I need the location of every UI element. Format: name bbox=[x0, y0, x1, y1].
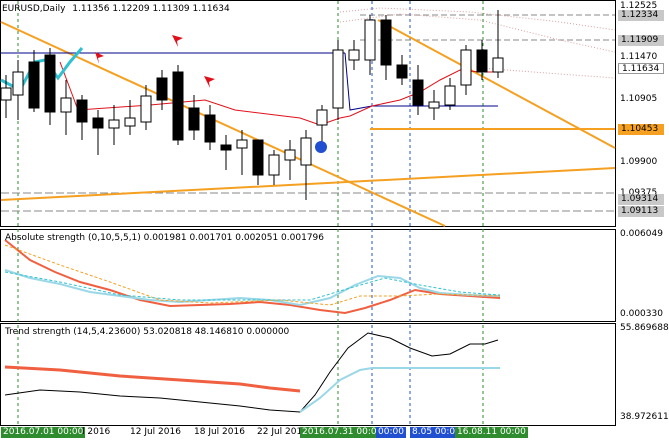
abs-strength-title: Absolute strength (0,10,5,5,1) 0.001981 … bbox=[5, 233, 325, 243]
bull-candle bbox=[460, 49, 472, 86]
level-lines bbox=[1, 14, 615, 212]
bull-candle bbox=[0, 87, 12, 101]
bear-candle bbox=[380, 19, 392, 66]
period-separators bbox=[17, 1, 484, 426]
bear-candle bbox=[252, 139, 264, 176]
arrows bbox=[95, 35, 215, 88]
bear-candle bbox=[172, 71, 184, 141]
sell-arrow-icon bbox=[204, 76, 215, 88]
bear-candle bbox=[156, 77, 168, 101]
bull-candle bbox=[236, 139, 248, 149]
time-axis-label: 12 Jul 2016 bbox=[130, 427, 181, 437]
bull-candle bbox=[124, 117, 136, 127]
sell-arrow-icon bbox=[172, 35, 183, 47]
price-axis-label: 1.09900 bbox=[620, 157, 658, 167]
signal-dot-icon bbox=[315, 141, 327, 153]
bull-candle bbox=[108, 119, 120, 129]
price-tag: 1.12334 bbox=[618, 10, 664, 21]
price-tag: 1.11909 bbox=[618, 35, 664, 46]
bull-candle bbox=[268, 154, 280, 176]
bear-candle bbox=[44, 54, 56, 113]
bull-candle bbox=[364, 19, 376, 61]
abs-pane-border bbox=[0, 229, 616, 322]
bear-candle bbox=[476, 49, 488, 73]
time-axis-label: 18 Jul 2016 bbox=[194, 427, 245, 437]
trend-strength-title: Trend strength (14,5,4.23600) 53.020818 … bbox=[5, 327, 290, 337]
trend-strength-lines bbox=[4, 332, 500, 413]
trend-axis-top: 55.869688 bbox=[620, 323, 669, 333]
bull-candle bbox=[12, 71, 24, 96]
bull-candle bbox=[348, 49, 360, 61]
ohlc-label: 1.11356 1.12209 1.11309 1.11634 bbox=[72, 4, 230, 14]
bear-candle bbox=[220, 144, 232, 151]
bull-candle bbox=[60, 97, 72, 113]
trend-pane-border bbox=[0, 323, 616, 426]
abs-strength-lines bbox=[4, 239, 501, 315]
bull-candle bbox=[492, 57, 504, 73]
price-axis-label: 1.11470 bbox=[620, 52, 658, 62]
chart-header: EURUSD,Daily 1.11356 1.12209 1.11309 1.1… bbox=[2, 4, 230, 15]
candles bbox=[0, 10, 504, 200]
bull-candle bbox=[332, 49, 344, 109]
trend-axis-bottom: 38.972611 bbox=[620, 412, 669, 422]
abs-axis-top: 0.006049 bbox=[620, 229, 663, 239]
time-axis-label: 8.05 00:00 bbox=[410, 427, 463, 438]
bear-candle bbox=[396, 64, 408, 79]
bull-candle bbox=[444, 85, 456, 106]
time-axis-label: 16.08.11 00:00 bbox=[455, 427, 528, 438]
bull-candle bbox=[316, 109, 328, 126]
bull-candle bbox=[300, 137, 312, 166]
sell-arrow-icon bbox=[95, 52, 104, 64]
time-axis-label: 2016.07.31 00:00 bbox=[300, 427, 385, 438]
bear-candle bbox=[92, 117, 104, 129]
price-tag: 1.09314 bbox=[618, 194, 664, 205]
abs-strength-dashed bbox=[4, 244, 501, 306]
time-axis-label: 22 Jul 201 bbox=[257, 427, 303, 437]
price-axis-label: 1.12525 bbox=[620, 1, 658, 11]
main-pane-border bbox=[0, 0, 616, 227]
bull-candle bbox=[284, 149, 296, 161]
price-axis-label: 1.10905 bbox=[620, 94, 658, 104]
time-axis-label: l 2016 bbox=[82, 427, 111, 437]
bear-candle bbox=[188, 107, 200, 131]
time-axis-label: 00:00 bbox=[376, 427, 406, 438]
price-axis-label: 1.09375 bbox=[620, 188, 658, 198]
abs-axis-bottom: 0.000330 bbox=[620, 309, 663, 319]
symbol-label: EURUSD,Daily bbox=[2, 4, 66, 14]
bull-candle bbox=[428, 101, 440, 109]
bear-candle bbox=[28, 61, 40, 109]
current-price-tag: 1.11634 bbox=[618, 63, 664, 74]
bull-candle bbox=[140, 95, 152, 123]
level-price-tag: 1.10453 bbox=[618, 124, 664, 135]
bear-candle bbox=[76, 99, 88, 123]
time-axis-label: 2016.07.01 00:00 bbox=[1, 427, 86, 438]
bear-candle bbox=[412, 79, 424, 106]
bear-candle bbox=[204, 114, 216, 143]
price-tag: 1.09113 bbox=[618, 206, 664, 217]
